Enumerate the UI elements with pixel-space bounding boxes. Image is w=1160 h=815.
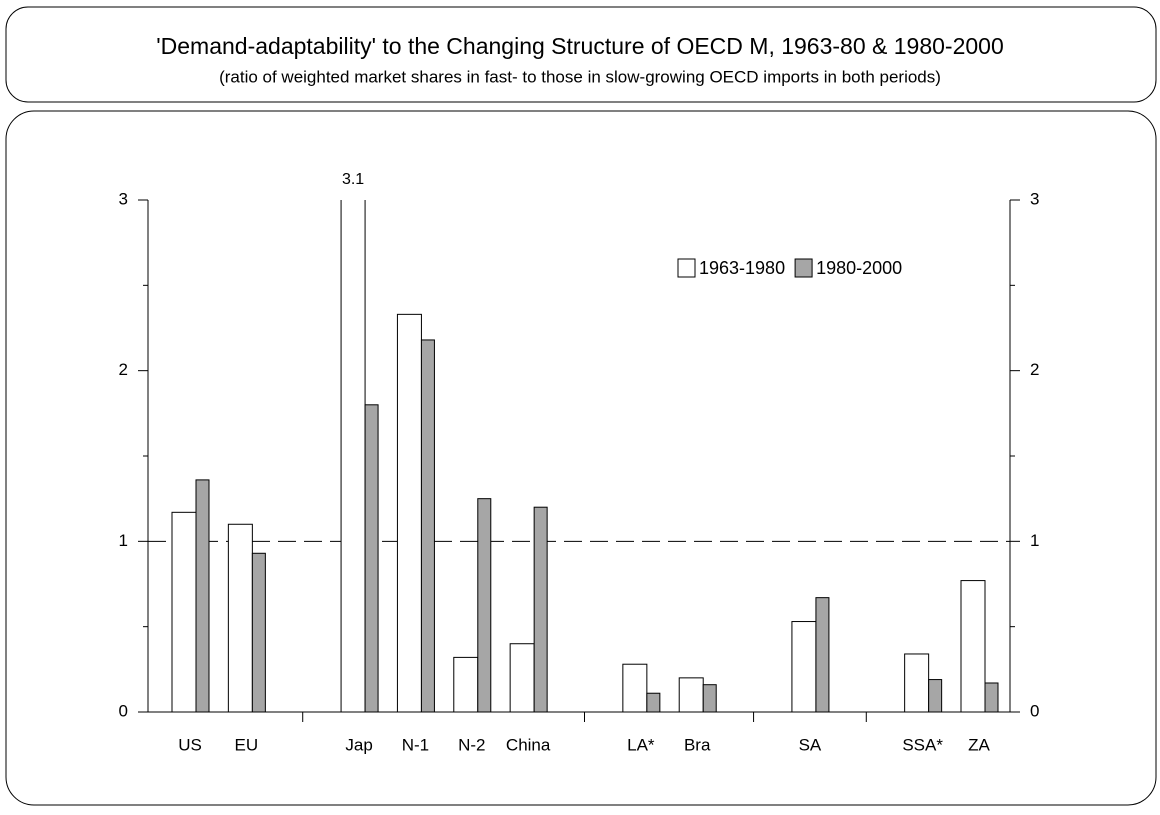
bar: [928, 679, 943, 713]
bar: [791, 621, 817, 713]
title-box: [5, 6, 1157, 103]
x-tick-label: SSA*: [902, 735, 943, 754]
bar: [171, 511, 197, 713]
y2-tick-label: 3: [1030, 189, 1039, 208]
bars: [171, 200, 999, 713]
bar: [420, 339, 435, 713]
x-tick-label: N-1: [402, 735, 429, 754]
bar: [340, 200, 366, 713]
y-tick-label: 3: [119, 189, 128, 208]
bar: [815, 597, 830, 713]
bar: [984, 682, 999, 713]
bar: [195, 479, 210, 713]
y2-tick-label: 2: [1030, 360, 1039, 379]
x-tick-label: Bra: [684, 735, 711, 754]
bar: [364, 404, 379, 713]
y2-tick-label: 1: [1030, 531, 1039, 550]
chart-subtitle: (ratio of weighted market shares in fast…: [219, 67, 941, 86]
x-tick-label: EU: [235, 735, 259, 754]
bar: [227, 523, 253, 713]
bar: [622, 663, 648, 713]
chart-box: [5, 110, 1157, 806]
legend-swatch: [677, 258, 696, 278]
bar: [251, 552, 266, 713]
bar: [960, 580, 986, 713]
x-tick-label: China: [506, 735, 551, 754]
legend-label: 1963-1980: [699, 258, 785, 278]
x-tick-label: N-2: [458, 735, 485, 754]
chart-title: 'Demand-adaptability' to the Changing St…: [156, 33, 1004, 59]
bar: [453, 656, 479, 713]
legend-swatch: [794, 258, 813, 278]
y-tick-label: 2: [119, 360, 128, 379]
bar: [477, 498, 492, 713]
bar: [678, 677, 704, 713]
x-tick-label: SA: [799, 735, 822, 754]
bar: [396, 313, 422, 713]
bar: [904, 653, 930, 713]
legend-label: 1980-2000: [816, 258, 902, 278]
x-tick-label: US: [178, 735, 202, 754]
bar: [646, 692, 661, 713]
y2-tick-label: 0: [1030, 701, 1039, 720]
x-tick-label: ZA: [968, 735, 990, 754]
bar: [702, 684, 717, 713]
data-label: 3.1: [342, 171, 364, 188]
y-tick-label: 1: [119, 531, 128, 550]
y-tick-label: 0: [119, 701, 128, 720]
x-tick-label: Jap: [345, 735, 372, 754]
x-tick-label: LA*: [627, 735, 655, 754]
bar: [509, 643, 535, 713]
bar: [533, 506, 548, 713]
